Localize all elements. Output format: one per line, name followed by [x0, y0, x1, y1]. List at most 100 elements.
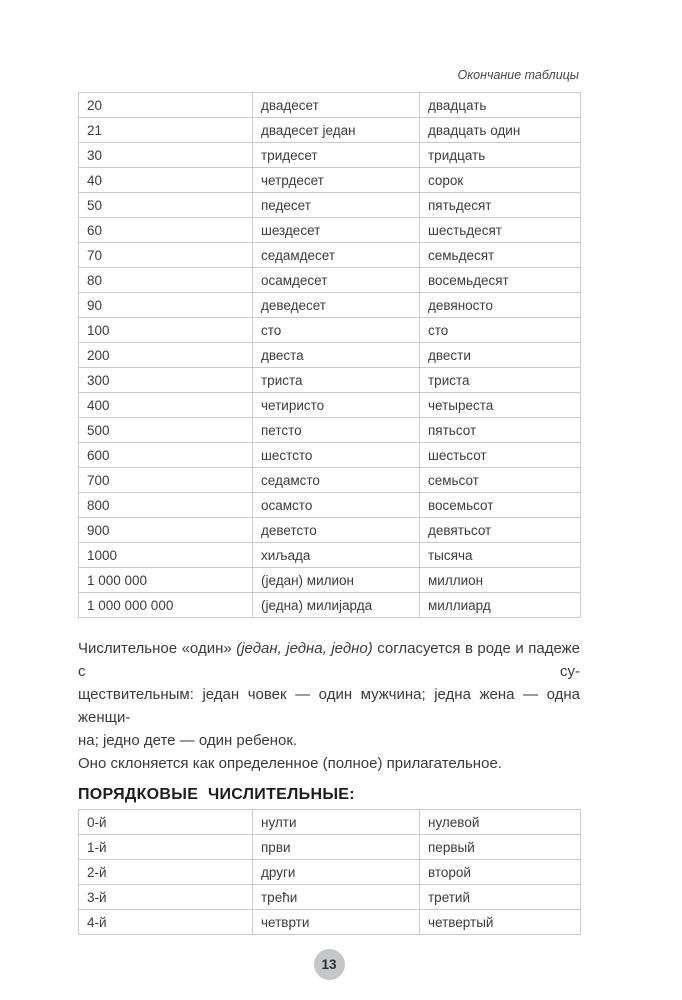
cardinal-table-row: 30 тридесет тридцать: [78, 142, 581, 168]
cardinal-table-row: 600 шестсто шестьсот: [78, 442, 581, 468]
numeral-value-cell: 90: [78, 292, 253, 318]
page-number-badge: 13: [313, 949, 345, 980]
ordinal-value-cell: 3-й: [78, 884, 253, 910]
serbian-word-cell: (један) милион: [252, 567, 420, 593]
italic-serbian-forms: (један, једна, једно): [236, 640, 373, 657]
numeral-value-cell: 80: [78, 267, 253, 293]
russian-word-cell: пятьдесят: [419, 192, 581, 218]
serbian-word-cell: осамсто: [252, 492, 420, 518]
russian-word-cell: двадцать один: [419, 117, 581, 143]
russian-word-cell: девяносто: [419, 292, 581, 318]
paragraph-line: Числительное «один» (један, једна, једно…: [78, 637, 580, 683]
russian-word-cell: тридцать: [419, 142, 581, 168]
cardinal-table-row: 21 двадесет један двадцать один: [78, 117, 581, 143]
serbian-word-cell: двадесет један: [252, 117, 420, 143]
russian-word-cell: нулевой: [419, 809, 581, 835]
paragraph-line: Оно склоняется как определенное (полное)…: [78, 755, 502, 772]
serbian-word-cell: деветсто: [252, 517, 420, 543]
numeral-value-cell: 100: [78, 317, 253, 343]
numeral-value-cell: 500: [78, 417, 253, 443]
numeral-value-cell: 700: [78, 467, 253, 493]
ordinal-value-cell: 2-й: [78, 859, 253, 885]
cardinal-table-row: 80 осамдесет восемьдесят: [78, 267, 581, 293]
russian-word-cell: девятьсот: [419, 517, 581, 543]
serbian-word-cell: двадесет: [252, 92, 420, 118]
russian-word-cell: пятьсот: [419, 417, 581, 443]
numeral-value-cell: 50: [78, 192, 253, 218]
numeral-value-cell: 30: [78, 142, 253, 168]
russian-word-cell: сорок: [419, 167, 581, 193]
page-footer: 13: [78, 949, 580, 980]
numeral-value-cell: 1 000 000 000: [78, 592, 253, 618]
russian-word-cell: двадцать: [419, 92, 581, 118]
cardinal-table-row: 70 седамдесет семьдесят: [78, 242, 581, 268]
numeral-value-cell: 60: [78, 217, 253, 243]
serbian-word-cell: сто: [252, 317, 420, 343]
numeral-value-cell: 200: [78, 342, 253, 368]
cardinal-table-row: 800 осамсто восемьсот: [78, 492, 581, 518]
serbian-word-cell: шездесет: [252, 217, 420, 243]
serbian-word-cell: седамсто: [252, 467, 420, 493]
page-content: Окончание таблицы 20 двадесет двадцать 2…: [78, 0, 581, 980]
numeral-value-cell: 70: [78, 242, 253, 268]
numeral-value-cell: 20: [78, 92, 253, 118]
serbian-word-cell: други: [252, 859, 420, 885]
ordinal-value-cell: 1-й: [78, 834, 253, 860]
serbian-word-cell: трећи: [252, 884, 420, 910]
cardinal-table-row: 500 петсто пятьсот: [78, 417, 581, 443]
serbian-word-cell: петсто: [252, 417, 420, 443]
cardinal-table-row: 60 шездесет шестьдесят: [78, 217, 581, 243]
cardinal-table-row: 300 триста триста: [78, 367, 581, 393]
russian-word-cell: третий: [419, 884, 581, 910]
russian-word-cell: семьсот: [419, 467, 581, 493]
russian-word-cell: семьдесят: [419, 242, 581, 268]
numeral-value-cell: 900: [78, 517, 253, 543]
cardinal-table-row: 100 сто сто: [78, 317, 581, 343]
numeral-value-cell: 1000: [78, 542, 253, 568]
table-continuation-caption: Окончание таблицы: [457, 68, 579, 82]
serbian-word-cell: нулти: [252, 809, 420, 835]
serbian-word-cell: први: [252, 834, 420, 860]
cardinal-table-row: 1 000 000 000 (једна) милијарда миллиард: [78, 592, 581, 618]
ordinal-table-row: 2-й други второй: [78, 859, 581, 885]
serbian-word-cell: педесет: [252, 192, 420, 218]
serbian-word-cell: четврти: [252, 909, 420, 935]
ordinal-value-cell: 4-й: [78, 909, 253, 935]
serbian-word-cell: тридесет: [252, 142, 420, 168]
serbian-word-cell: деведесет: [252, 292, 420, 318]
cardinal-table-row: 900 деветсто девятьсот: [78, 517, 581, 543]
cardinal-numerals-table: 20 двадесет двадцать 21 двадесет један д…: [78, 92, 581, 618]
paragraph-text: согласуется в роде и падеже с су-: [78, 640, 580, 680]
numeral-value-cell: 1 000 000: [78, 567, 253, 593]
ordinal-table-row: 4-й четврти четвертый: [78, 909, 581, 935]
russian-word-cell: шестьдесят: [419, 217, 581, 243]
numeral-value-cell: 300: [78, 367, 253, 393]
ordinal-table-row: 3-й трећи третий: [78, 884, 581, 910]
paragraph-line: на; једно дете — один ребенок.: [78, 732, 298, 749]
russian-word-cell: четвертый: [419, 909, 581, 935]
cardinal-table-row: 200 двеста двести: [78, 342, 581, 368]
ordinal-numerals-table: 0-й нулти нулевой 1-й први первый 2-й др…: [78, 809, 581, 935]
cardinal-table-row: 700 седамсто семьсот: [78, 467, 581, 493]
russian-word-cell: сто: [419, 317, 581, 343]
cardinal-table-row: 50 педесет пятьдесят: [78, 192, 581, 218]
serbian-word-cell: седамдесет: [252, 242, 420, 268]
explanatory-paragraph: Числительное «один» (један, једна, једно…: [78, 637, 580, 775]
serbian-word-cell: (једна) милијарда: [252, 592, 420, 618]
russian-word-cell: триста: [419, 367, 581, 393]
serbian-word-cell: хиљада: [252, 542, 420, 568]
serbian-word-cell: триста: [252, 367, 420, 393]
russian-word-cell: миллион: [419, 567, 581, 593]
russian-word-cell: второй: [419, 859, 581, 885]
russian-word-cell: четыреста: [419, 392, 581, 418]
cardinal-table-row: 90 деведесет девяносто: [78, 292, 581, 318]
cardinal-table-row: 40 четрдесет сорок: [78, 167, 581, 193]
ordinal-table-row: 0-й нулти нулевой: [78, 809, 581, 835]
russian-word-cell: двести: [419, 342, 581, 368]
russian-word-cell: восемьдесят: [419, 267, 581, 293]
serbian-word-cell: двеста: [252, 342, 420, 368]
numeral-value-cell: 800: [78, 492, 253, 518]
cardinal-table-row: 1000 хиљада тысяча: [78, 542, 581, 568]
paragraph-line: ществительным: један човек — один мужчин…: [78, 686, 580, 726]
numeral-value-cell: 600: [78, 442, 253, 468]
